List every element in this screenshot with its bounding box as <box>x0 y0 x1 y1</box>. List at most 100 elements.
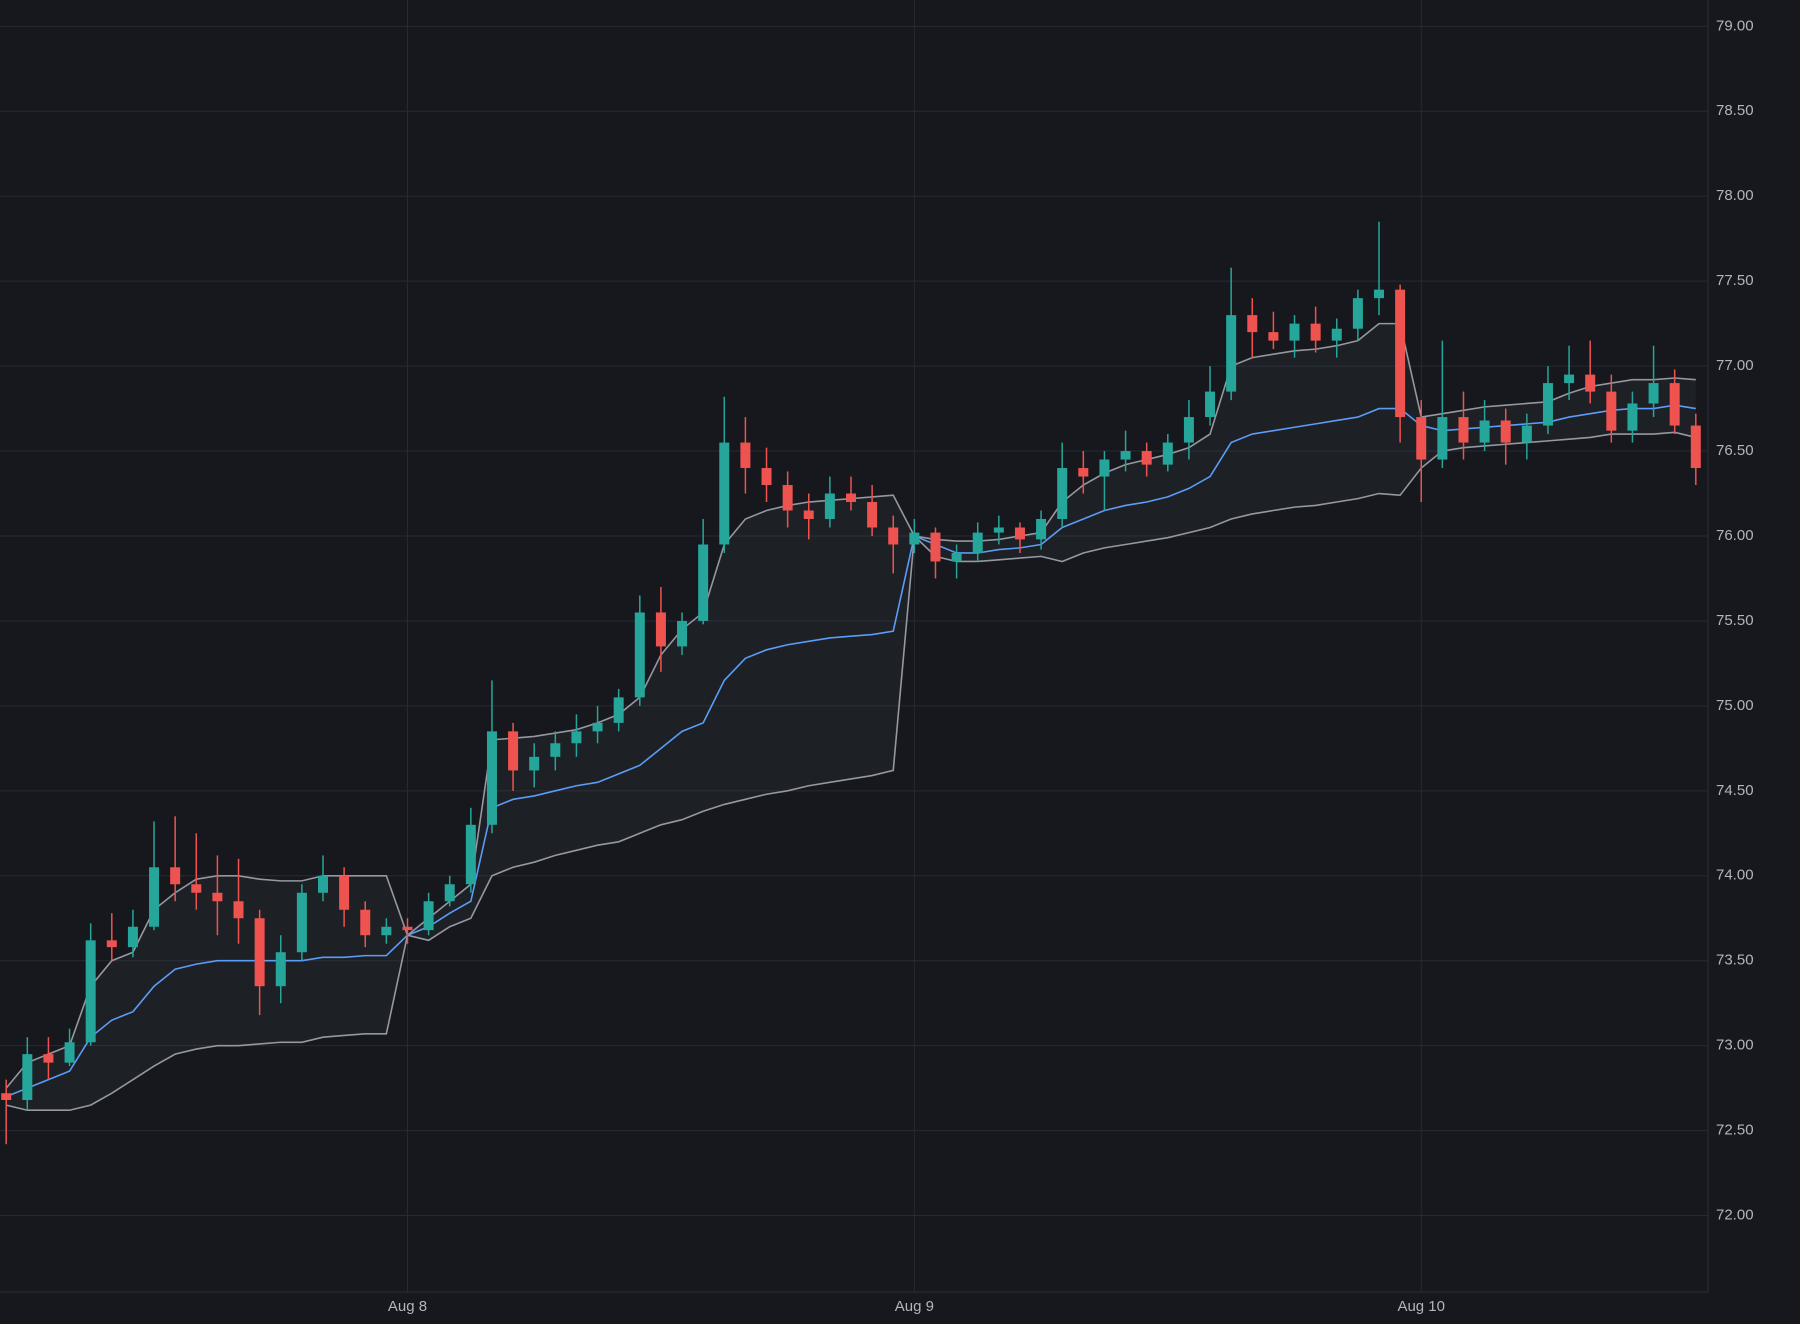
candle-body <box>1606 391 1617 431</box>
candle-body <box>613 697 624 723</box>
candle-body <box>43 1054 54 1063</box>
candle-body <box>1 1093 12 1101</box>
candle-body <box>1500 420 1511 443</box>
candle-body <box>508 731 519 771</box>
y-tick-label: 74.00 <box>1716 867 1754 884</box>
candle-body <box>592 722 603 732</box>
y-tick-label: 75.00 <box>1716 697 1754 714</box>
candle-body <box>719 442 730 545</box>
candle-body <box>1437 417 1448 460</box>
candle-body <box>1099 459 1110 477</box>
candle-body <box>909 532 920 545</box>
candle-body <box>1310 323 1321 341</box>
candle-body <box>1416 417 1427 460</box>
x-tick-label: Aug 9 <box>895 1298 934 1315</box>
candle-body <box>1057 468 1068 520</box>
candle-body <box>993 527 1004 533</box>
candle-body <box>1205 391 1216 418</box>
candle-body <box>254 918 265 987</box>
y-tick-label: 79.00 <box>1716 17 1754 34</box>
candle-body <box>296 892 307 953</box>
y-tick-label: 78.00 <box>1716 187 1754 204</box>
candle-body <box>930 532 941 562</box>
candle-body <box>1648 383 1659 404</box>
y-tick-label: 76.50 <box>1716 442 1754 459</box>
candle-body <box>1014 527 1025 540</box>
candle-body <box>1669 383 1680 426</box>
y-tick-label: 78.50 <box>1716 102 1754 119</box>
candle-body <box>486 731 497 825</box>
candle-body <box>1564 374 1575 384</box>
candle-body <box>846 493 856 503</box>
candle-body <box>1078 468 1089 477</box>
candle-body <box>1331 328 1342 341</box>
candle-body <box>824 493 835 520</box>
x-tick-label: Aug 8 <box>388 1298 427 1315</box>
candle-body <box>360 909 371 936</box>
candle-body <box>1352 298 1363 329</box>
candle-body <box>22 1054 33 1101</box>
x-tick-label: Aug 10 <box>1397 1298 1445 1315</box>
candle-body <box>212 892 223 902</box>
candle-body <box>888 527 899 545</box>
band-fill <box>6 323 1696 1111</box>
candle-body <box>698 544 709 621</box>
candle-body <box>867 502 878 528</box>
candle-body <box>444 884 455 902</box>
y-tick-label: 73.50 <box>1716 952 1754 969</box>
candle-body <box>170 867 181 885</box>
candle-body <box>149 867 160 927</box>
candle-body <box>782 485 793 511</box>
candle-body <box>529 756 540 771</box>
candle-body <box>1162 442 1173 465</box>
y-tick-label: 75.50 <box>1716 612 1754 629</box>
candle-body <box>1289 323 1300 341</box>
y-tick-label: 77.50 <box>1716 272 1754 289</box>
y-tick-label: 77.00 <box>1716 357 1754 374</box>
candle-body <box>465 824 476 885</box>
y-tick-label: 72.00 <box>1716 1207 1754 1224</box>
candle-body <box>677 620 688 647</box>
candle-body <box>318 875 328 893</box>
candle-body <box>655 612 666 647</box>
candle-body <box>275 952 286 987</box>
candle-body <box>951 552 962 562</box>
candle-body <box>339 875 350 910</box>
candle-body <box>106 940 117 948</box>
band-line <box>6 431 1696 1112</box>
candle-body <box>402 926 413 931</box>
candle-body <box>803 510 814 520</box>
candle-body <box>1627 403 1638 431</box>
candle-body <box>1183 417 1194 443</box>
candle-body <box>550 743 561 757</box>
candle-body <box>1395 289 1406 418</box>
candle-body <box>1458 417 1469 443</box>
candle-body <box>1120 451 1131 460</box>
candle-body <box>1036 519 1047 540</box>
vwap-line <box>5 404 1696 1098</box>
candle-body <box>634 612 645 698</box>
candle-body <box>191 884 202 893</box>
y-tick-label: 74.50 <box>1716 782 1754 799</box>
candle-body <box>972 532 983 553</box>
y-tick-label: 76.00 <box>1716 527 1754 544</box>
candle-body <box>1374 289 1384 299</box>
candle-body <box>1247 315 1258 333</box>
candle-body <box>1521 425 1532 443</box>
candle-body <box>127 926 138 948</box>
candle-body <box>1542 383 1553 426</box>
candle-body <box>761 468 772 486</box>
candle-body <box>1226 315 1237 392</box>
candle-body <box>381 926 392 936</box>
y-tick-label: 73.00 <box>1716 1037 1754 1054</box>
candle-body <box>1268 332 1279 341</box>
candle-body <box>423 901 434 931</box>
candle-body <box>1479 420 1490 443</box>
candle-body <box>740 442 751 469</box>
candle-body <box>64 1042 75 1063</box>
candle-body <box>233 901 244 919</box>
candle-body <box>1141 451 1152 465</box>
